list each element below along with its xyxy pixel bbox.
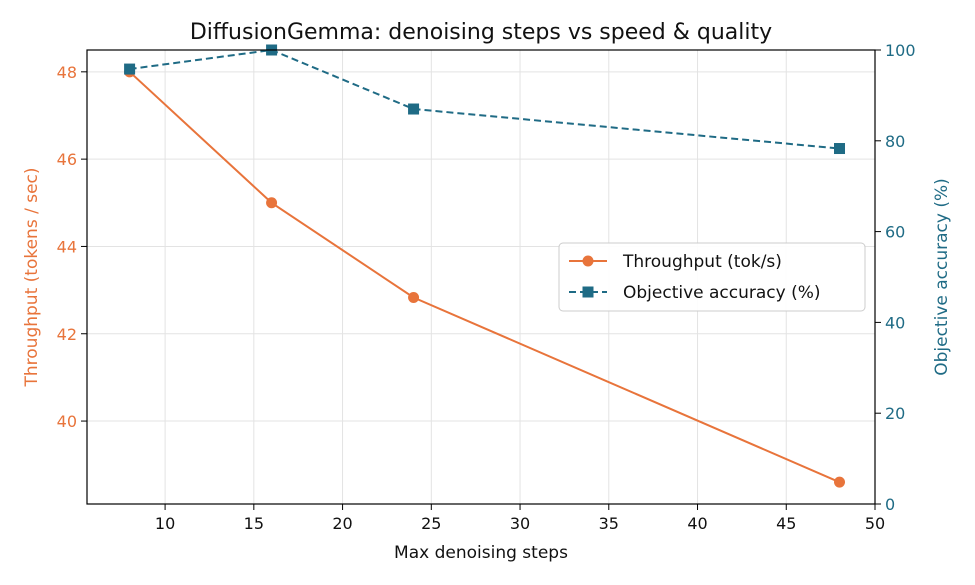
y-right-tick-label: 0 [885, 495, 895, 514]
legend-marker [582, 286, 594, 298]
y-right-tick-label: 60 [885, 223, 905, 242]
data-point [834, 476, 846, 488]
x-tick-label: 40 [687, 514, 707, 533]
y-axis-label-right: Objective accuracy (%) [932, 178, 952, 376]
y-right-tick-label: 100 [885, 41, 916, 60]
x-axis-label: Max denoising steps [394, 543, 568, 563]
x-tick-label: 25 [421, 514, 441, 533]
data-point [408, 103, 420, 115]
y-axis-label-left: Throughput (tokens / sec) [22, 167, 42, 387]
x-tick-label: 50 [865, 514, 885, 533]
x-tick-label: 20 [332, 514, 352, 533]
legend-label: Throughput (tok/s) [622, 252, 782, 272]
legend-label: Objective accuracy (%) [623, 283, 821, 303]
y-right-tick-label: 20 [885, 404, 905, 423]
data-point [266, 197, 278, 209]
y-right-tick-label: 40 [885, 313, 905, 332]
legend-box [558, 242, 866, 312]
y-axis-left: 40 42 44 46 48 [57, 63, 87, 431]
y-left-tick-label: 46 [57, 150, 77, 169]
legend: Throughput (tok/s) Objective accuracy (%) [558, 242, 866, 312]
series-line [129, 48, 840, 150]
y-left-tick-label: 40 [57, 412, 77, 431]
series-line [128, 71, 840, 484]
data-point [124, 63, 136, 75]
y-left-tick-label: 48 [57, 63, 77, 82]
x-tick-label: 45 [776, 514, 796, 533]
y-right-tick-label: 80 [885, 132, 905, 151]
y-left-tick-label: 42 [57, 325, 77, 344]
x-axis: 10 15 20 25 30 35 40 45 50 [155, 504, 885, 533]
y-left-tick-label: 44 [57, 237, 77, 256]
x-tick-label: 15 [244, 514, 264, 533]
plot-frame [86, 49, 876, 505]
legend-marker [582, 255, 594, 267]
chart-title: DiffusionGemma: denoising steps vs speed… [190, 20, 772, 45]
data-point [834, 143, 846, 155]
y-axis-right: 0 20 40 60 80 100 [875, 41, 916, 514]
data-point [408, 292, 420, 304]
x-tick-label: 30 [510, 514, 530, 533]
x-tick-label: 35 [599, 514, 619, 533]
x-tick-label: 10 [155, 514, 175, 533]
